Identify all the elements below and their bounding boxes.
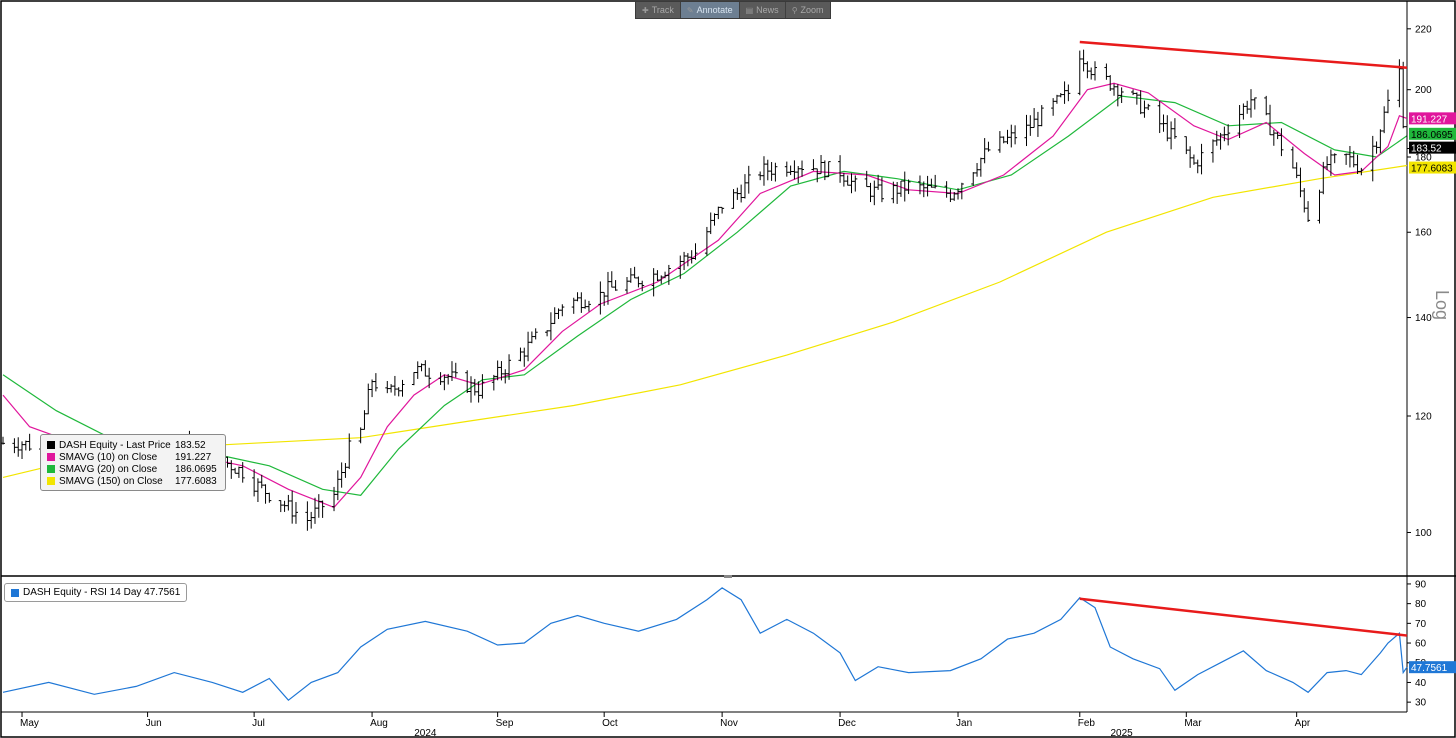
year-label: 2025 [1111,728,1134,738]
track-button[interactable]: ✚ Track [636,2,681,18]
rsi-line [2,587,1408,702]
rsi-value-tag-label: 47.7561 [1411,663,1448,674]
price-resistance-trendline [1079,40,1408,69]
month-label: Nov [720,718,738,729]
month-label: Jan [956,718,972,729]
price-axis-tick-label: 140 [1415,313,1432,324]
month-label: Apr [1295,718,1311,729]
legend-value: 186.0695 [175,463,217,475]
legend-swatch [11,588,19,597]
month-label: Oct [602,718,618,729]
legend-label: DASH Equity - Last Price [59,439,171,451]
month-label: Sep [496,718,514,729]
rsi-axis-tick-label: 80 [1415,599,1427,610]
price-axis-tick-label: 220 [1415,24,1432,35]
annotate-button[interactable]: ✎ Annotate [680,2,740,18]
price-legend[interactable]: DASH Equity - Last Price 183.52 SMAVG (1… [40,434,226,491]
year-label: 2024 [414,728,437,738]
crosshair-icon: ✚ [642,6,649,15]
price-axis-tick-label: 100 [1415,528,1432,539]
rsi-resistance-trendline [1079,597,1408,637]
legend-label: SMAVG (10) on Close [59,451,158,463]
legend-entry-smavg-10: SMAVG (10) on Close 191.227 [47,451,219,463]
zoom-button[interactable]: ⚲ Zoom [791,5,824,15]
legend-entry-smavg-150: SMAVG (150) on Close 177.6083 [47,475,219,487]
pencil-icon: ✎ [686,6,694,15]
panel-resize-handle [724,575,732,578]
legend-value: 177.6083 [175,475,217,487]
price-axis-tick-label: 160 [1415,228,1432,239]
price-axis-tick-label: 180 [1415,153,1432,164]
legend-value: 191.227 [175,451,212,463]
news-button[interactable]: ▤ News [740,2,786,18]
rsi-legend[interactable]: DASH Equity - RSI 14 Day 47.7561 [4,583,188,602]
legend-swatch [47,477,55,485]
news-icon: ▤ [745,6,754,15]
legend-entry-smavg-20: SMAVG (20) on Close 186.0695 [47,463,219,475]
legend-swatch [47,453,55,461]
rsi-axis-tick-label: 40 [1415,678,1427,689]
legend-entry-last-price: DASH Equity - Last Price 183.52 [47,439,219,451]
smavg-20-line [2,95,1408,496]
price-value-tag-label: 186.0695 [1411,130,1453,141]
month-label: Dec [838,718,856,729]
rsi-axis-tick-label: 90 [1415,579,1427,590]
rsi-value-tag [1409,661,1456,674]
chart-toolbar: ✚ Track ✎ Annotate ▤ News ⚲ Zoom [635,1,831,19]
month-label: May [20,718,39,729]
price-axis-tick-label: 200 [1415,85,1432,96]
smavg-10-line [2,82,1408,509]
zoom-icon: ⚲ [791,6,798,15]
month-label: Aug [370,718,388,729]
price-value-tag-label: 177.6083 [1411,164,1453,175]
legend-label: SMAVG (150) on Close [59,475,163,487]
legend-swatch [47,465,55,473]
rsi-axis-tick-label: 60 [1415,639,1427,650]
smavg-150-line [2,164,1408,478]
month-label: Mar [1184,718,1202,729]
month-label: Jul [252,718,265,729]
price-value-tag [1409,112,1456,125]
price-value-tag-label: 183.52 [1411,144,1442,155]
rsi-legend-label: DASH Equity - RSI 14 Day 47.7561 [23,587,181,598]
legend-swatch [47,441,55,449]
rsi-axis-tick-label: 30 [1415,698,1427,709]
price-value-tag [1409,141,1456,154]
price-value-tag-label: 191.227 [1411,114,1448,125]
price-value-tag [1409,161,1456,174]
legend-value: 183.52 [175,439,206,451]
month-label: Feb [1078,718,1096,729]
price-axis-tick-label: 120 [1415,412,1432,423]
rsi-axis-tick-label: 70 [1415,619,1427,630]
month-label: Jun [146,718,162,729]
price-value-tag [1409,127,1456,140]
legend-label: SMAVG (20) on Close [59,463,158,475]
log-scale-label: Log [1432,290,1452,320]
